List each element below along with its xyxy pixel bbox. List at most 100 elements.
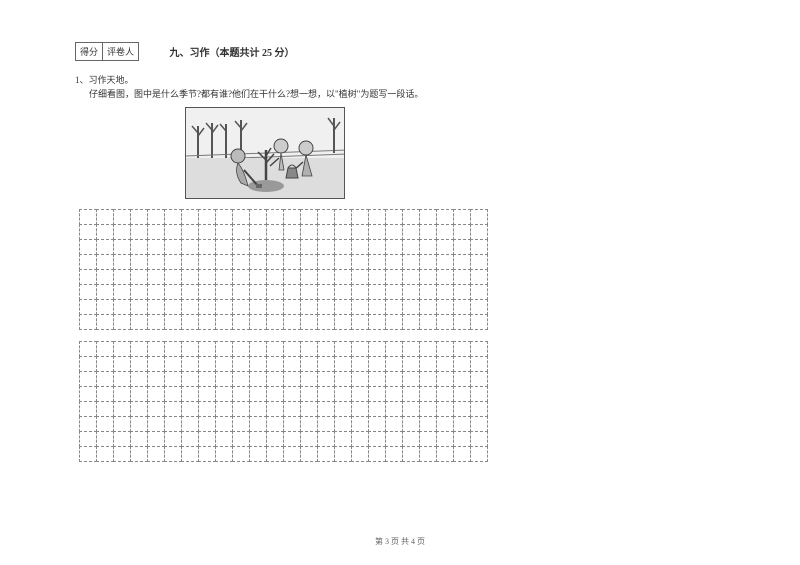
grid-cell: [181, 341, 199, 357]
grid-cell: [130, 224, 148, 240]
grid-cell: [334, 209, 352, 225]
grid-cell: [96, 431, 114, 447]
grid-cell: [181, 284, 199, 300]
grid-cell: [232, 431, 250, 447]
grid-cell: [79, 356, 97, 372]
grid-cell: [300, 446, 318, 462]
grid-cell: [453, 341, 471, 357]
grid-cell: [266, 269, 284, 285]
grid-cell: [300, 299, 318, 315]
grid-cell: [334, 224, 352, 240]
grid-cell: [79, 299, 97, 315]
grid-cell: [266, 299, 284, 315]
grid-cell: [266, 209, 284, 225]
grid-cell: [385, 356, 403, 372]
grid-cell: [470, 446, 488, 462]
grid-cell: [317, 446, 335, 462]
grid-cell: [368, 341, 386, 357]
grid-row: [79, 254, 509, 269]
grid-cell: [113, 431, 131, 447]
grid-cell: [198, 371, 216, 387]
grid-cell: [419, 416, 437, 432]
grid-cell: [283, 341, 301, 357]
grid-cell: [334, 269, 352, 285]
grid-cell: [181, 356, 199, 372]
grid-cell: [266, 284, 284, 300]
grid-cell: [453, 446, 471, 462]
grid-cell: [113, 239, 131, 255]
grid-cell: [351, 224, 369, 240]
grid-cell: [283, 254, 301, 270]
grid-cell: [470, 299, 488, 315]
grid-cell: [300, 386, 318, 402]
grid-cell: [283, 371, 301, 387]
grid-cell: [385, 224, 403, 240]
grid-cell: [79, 386, 97, 402]
grid-cell: [453, 299, 471, 315]
grid-cell: [215, 284, 233, 300]
grid-cell: [147, 401, 165, 417]
grid-cell: [164, 386, 182, 402]
grid-cell: [385, 371, 403, 387]
grid-cell: [232, 269, 250, 285]
grid-cell: [198, 284, 216, 300]
grid-cell: [300, 209, 318, 225]
grid-cell: [402, 209, 420, 225]
grid-cell: [402, 299, 420, 315]
grid-cell: [470, 431, 488, 447]
grid-cell: [164, 401, 182, 417]
grid-cell: [419, 209, 437, 225]
grid-cell: [334, 254, 352, 270]
grid-cell: [147, 224, 165, 240]
grid-cell: [402, 356, 420, 372]
grid-cell: [419, 401, 437, 417]
grid-cell: [147, 416, 165, 432]
grid-cell: [147, 431, 165, 447]
grid-cell: [181, 209, 199, 225]
grid-cell: [79, 254, 97, 270]
grid-row: [79, 299, 509, 314]
grid-cell: [147, 356, 165, 372]
grid-cell: [164, 209, 182, 225]
grid-cell: [334, 401, 352, 417]
grid-cell: [198, 341, 216, 357]
grid-row: [79, 446, 509, 461]
grid-cell: [198, 446, 216, 462]
grid-cell: [470, 209, 488, 225]
grid-cell: [198, 314, 216, 330]
grid-cell: [300, 284, 318, 300]
grid-cell: [147, 341, 165, 357]
grid-cell: [351, 416, 369, 432]
grid-cell: [232, 299, 250, 315]
grid-cell: [266, 341, 284, 357]
grid-cell: [470, 341, 488, 357]
grid-cell: [249, 224, 267, 240]
grid-cell: [334, 341, 352, 357]
grid-cell: [147, 314, 165, 330]
grid-cell: [249, 239, 267, 255]
grid-cell: [385, 284, 403, 300]
grid-cell: [147, 299, 165, 315]
grid-cell: [385, 299, 403, 315]
grid-cell: [385, 209, 403, 225]
grid-cell: [453, 371, 471, 387]
grid-cell: [249, 401, 267, 417]
grid-cell: [113, 269, 131, 285]
grid-cell: [351, 341, 369, 357]
grid-cell: [402, 416, 420, 432]
grid-cell: [79, 341, 97, 357]
grid-cell: [351, 209, 369, 225]
grid-cell: [181, 239, 199, 255]
score-box: 得分 评卷人: [75, 42, 139, 61]
grid-cell: [351, 269, 369, 285]
grid-cell: [113, 284, 131, 300]
grid-cell: [317, 254, 335, 270]
grid-cell: [147, 284, 165, 300]
grid-cell: [317, 314, 335, 330]
grid-cell: [436, 269, 454, 285]
grid-cell: [368, 224, 386, 240]
grid-cell: [215, 209, 233, 225]
grid-cell: [96, 209, 114, 225]
grid-cell: [266, 239, 284, 255]
grid-cell: [96, 284, 114, 300]
